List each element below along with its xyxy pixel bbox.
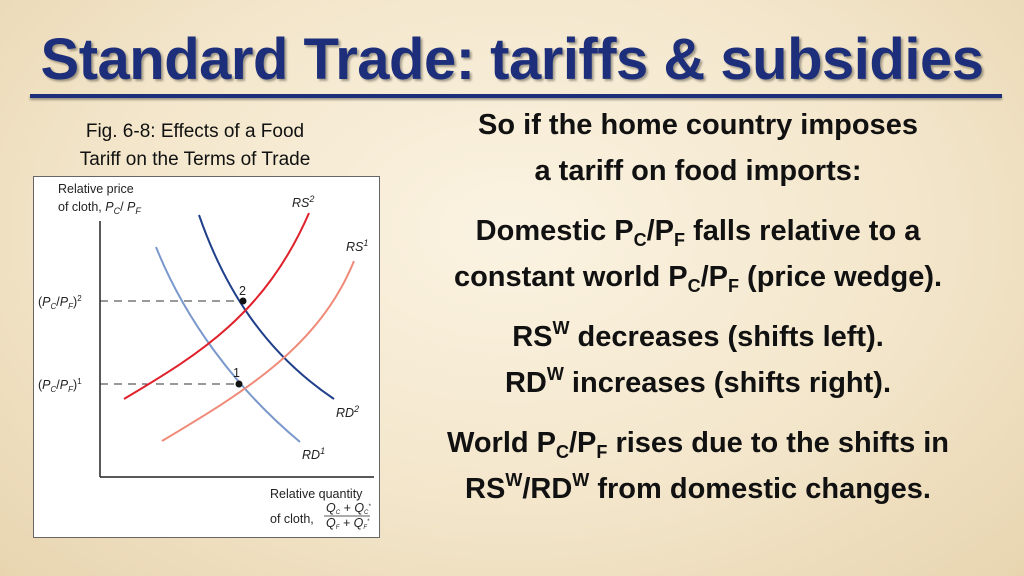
point-2-label: 2 [239,284,246,298]
svg-text:QF + QF*: QF + QF* [326,516,370,531]
rs2-curve [123,212,310,400]
rd2-label: RD2 [336,404,359,420]
x-axis-fraction: QC + QC* QF + QF* [324,501,371,531]
rs2-label: RS2 [292,194,314,210]
tariff-diagram: Relative price of cloth, PC/ PF Relative… [33,176,380,538]
rd1-label: RD1 [302,446,325,462]
point-1-label: 1 [233,366,240,380]
svg-text:QC + QC*: QC + QC* [326,501,371,516]
x-axis-label-line-1: Relative quantity [270,487,363,501]
bullet-4: World PC/PF rises due to the shifts in R… [446,427,950,505]
figure-caption: Fig. 6-8: Effects of a Food Tariff on th… [30,118,360,174]
y-axis-label-prefix: of cloth, [58,200,105,214]
caption-line-1: Fig. 6-8: Effects of a Food [85,121,305,142]
x-axis-label-line-2: of cloth, [270,512,314,526]
bullet-2: Domestic PC/PF falls relative to a const… [453,215,943,296]
diagram-svg: Relative price of cloth, PC/ PF Relative… [38,182,374,531]
rd2-curve [198,214,335,400]
caption-line-2: Tariff on the Terms of Trade [79,149,311,170]
equilibrium-point-2 [239,297,247,305]
bullet-1: So if the home country imposes a tariff … [478,109,918,187]
slide-title: Standard Trade: tariffs & subsidies [40,27,984,92]
bullet-text-block: So if the home country imposes a tariff … [392,102,1004,526]
rs1-label: RS1 [346,238,368,254]
rs1-curve [161,260,355,442]
rd1-curve [155,246,301,443]
price-1-label: (PC/PF)1 [38,377,82,394]
bullet-3: RSW decreases (shifts left). RDW increas… [504,318,892,399]
title-underline [30,94,1002,98]
y-axis-label-line-1: Relative price [58,182,134,196]
equilibrium-point-1 [235,380,243,388]
y-axis-label-line-2: of cloth, PC/ PF [58,200,141,216]
price-2-label: (PC/PF)2 [38,294,82,311]
